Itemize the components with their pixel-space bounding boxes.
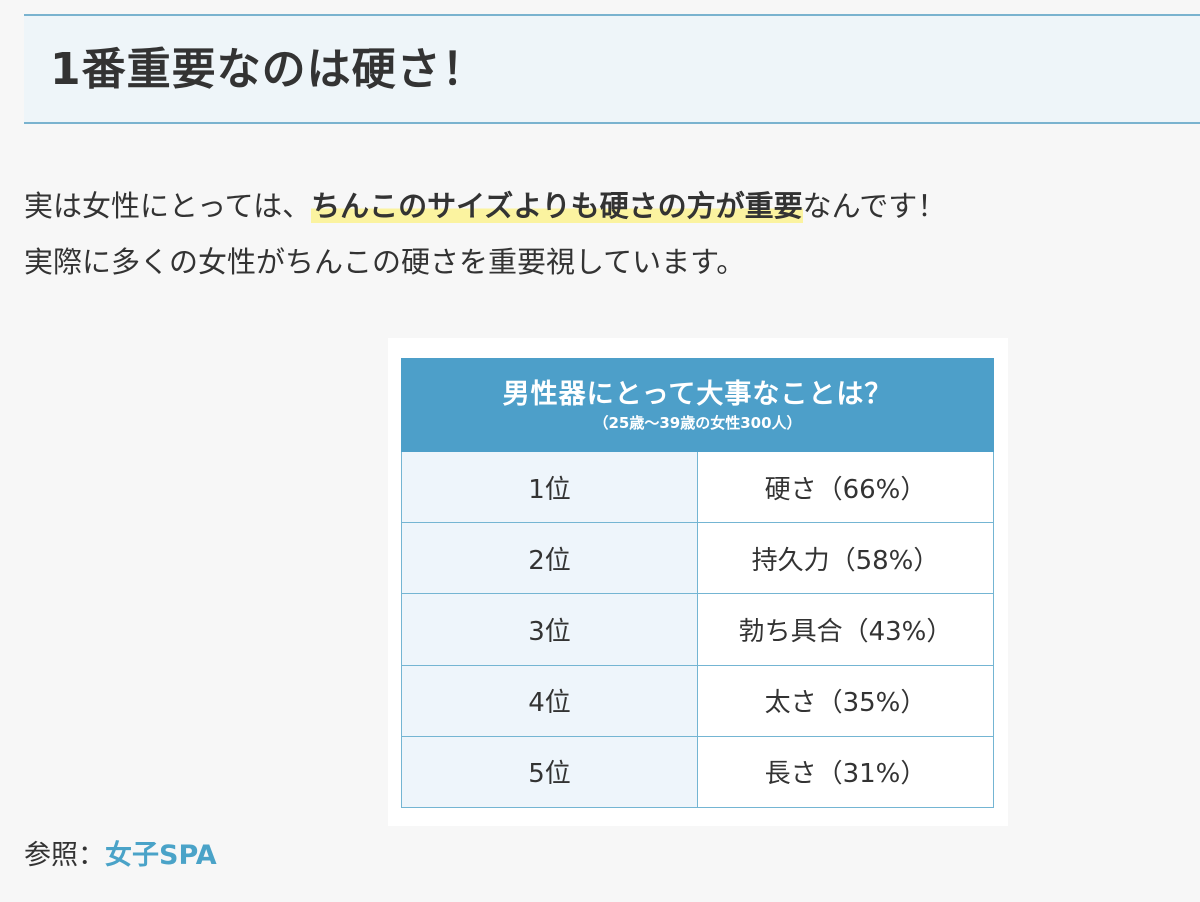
rank-cell: 5位 (401, 735, 698, 809)
table-header-row: 男性器にとって大事なことは？ （25歳〜39歳の女性300人） (401, 358, 994, 452)
table-title: 男性器にとって大事なことは？ (502, 379, 893, 410)
table-subtitle: （25歳〜39歳の女性300人） (593, 414, 802, 432)
paragraph-1-lead: 実は女性にとっては、 (24, 189, 312, 223)
table-row: 5位 長さ（31%） (401, 735, 994, 809)
item-cell: 勃ち具合（43%） (697, 593, 994, 666)
item-cell: 持久力（58%） (697, 522, 994, 595)
section-heading: 1番重要なのは硬さ！ (50, 44, 487, 95)
section-heading-box: 1番重要なのは硬さ！ (24, 14, 1200, 124)
ranking-figure: 男性器にとって大事なことは？ （25歳〜39歳の女性300人） 1位 硬さ（66… (388, 338, 1008, 826)
table-row: 4位 太さ（35%） (401, 664, 994, 737)
table-header: 男性器にとって大事なことは？ （25歳〜39歳の女性300人） (401, 358, 994, 452)
ranking-table: 男性器にとって大事なことは？ （25歳〜39歳の女性300人） 1位 硬さ（66… (401, 358, 994, 809)
rank-cell: 4位 (401, 664, 698, 737)
paragraph-1: 実は女性にとっては、ちんこのサイズよりも硬さの方が重要なんです！ (24, 186, 946, 226)
item-cell: 硬さ（66%） (697, 450, 994, 524)
table-row: 1位 硬さ（66%） (401, 450, 994, 524)
item-cell: 太さ（35%） (697, 664, 994, 737)
rank-cell: 3位 (401, 593, 698, 666)
paragraph-2: 実際に多くの女性がちんこの硬さを重要視しています。 (24, 245, 746, 279)
rank-cell: 2位 (401, 522, 698, 595)
rank-cell: 1位 (401, 450, 698, 524)
source-label: 参照： (24, 840, 105, 871)
paragraph-1-tail: なんです！ (802, 189, 947, 223)
table-row: 3位 勃ち具合（43%） (401, 593, 994, 666)
source-link[interactable]: 女子SPA (105, 840, 217, 871)
table-row: 2位 持久力（58%） (401, 522, 994, 595)
highlighted-text: ちんこのサイズよりも硬さの方が重要 (311, 189, 803, 223)
item-cell: 長さ（31%） (697, 735, 994, 809)
source-line: 参照：女子SPA (24, 836, 217, 876)
